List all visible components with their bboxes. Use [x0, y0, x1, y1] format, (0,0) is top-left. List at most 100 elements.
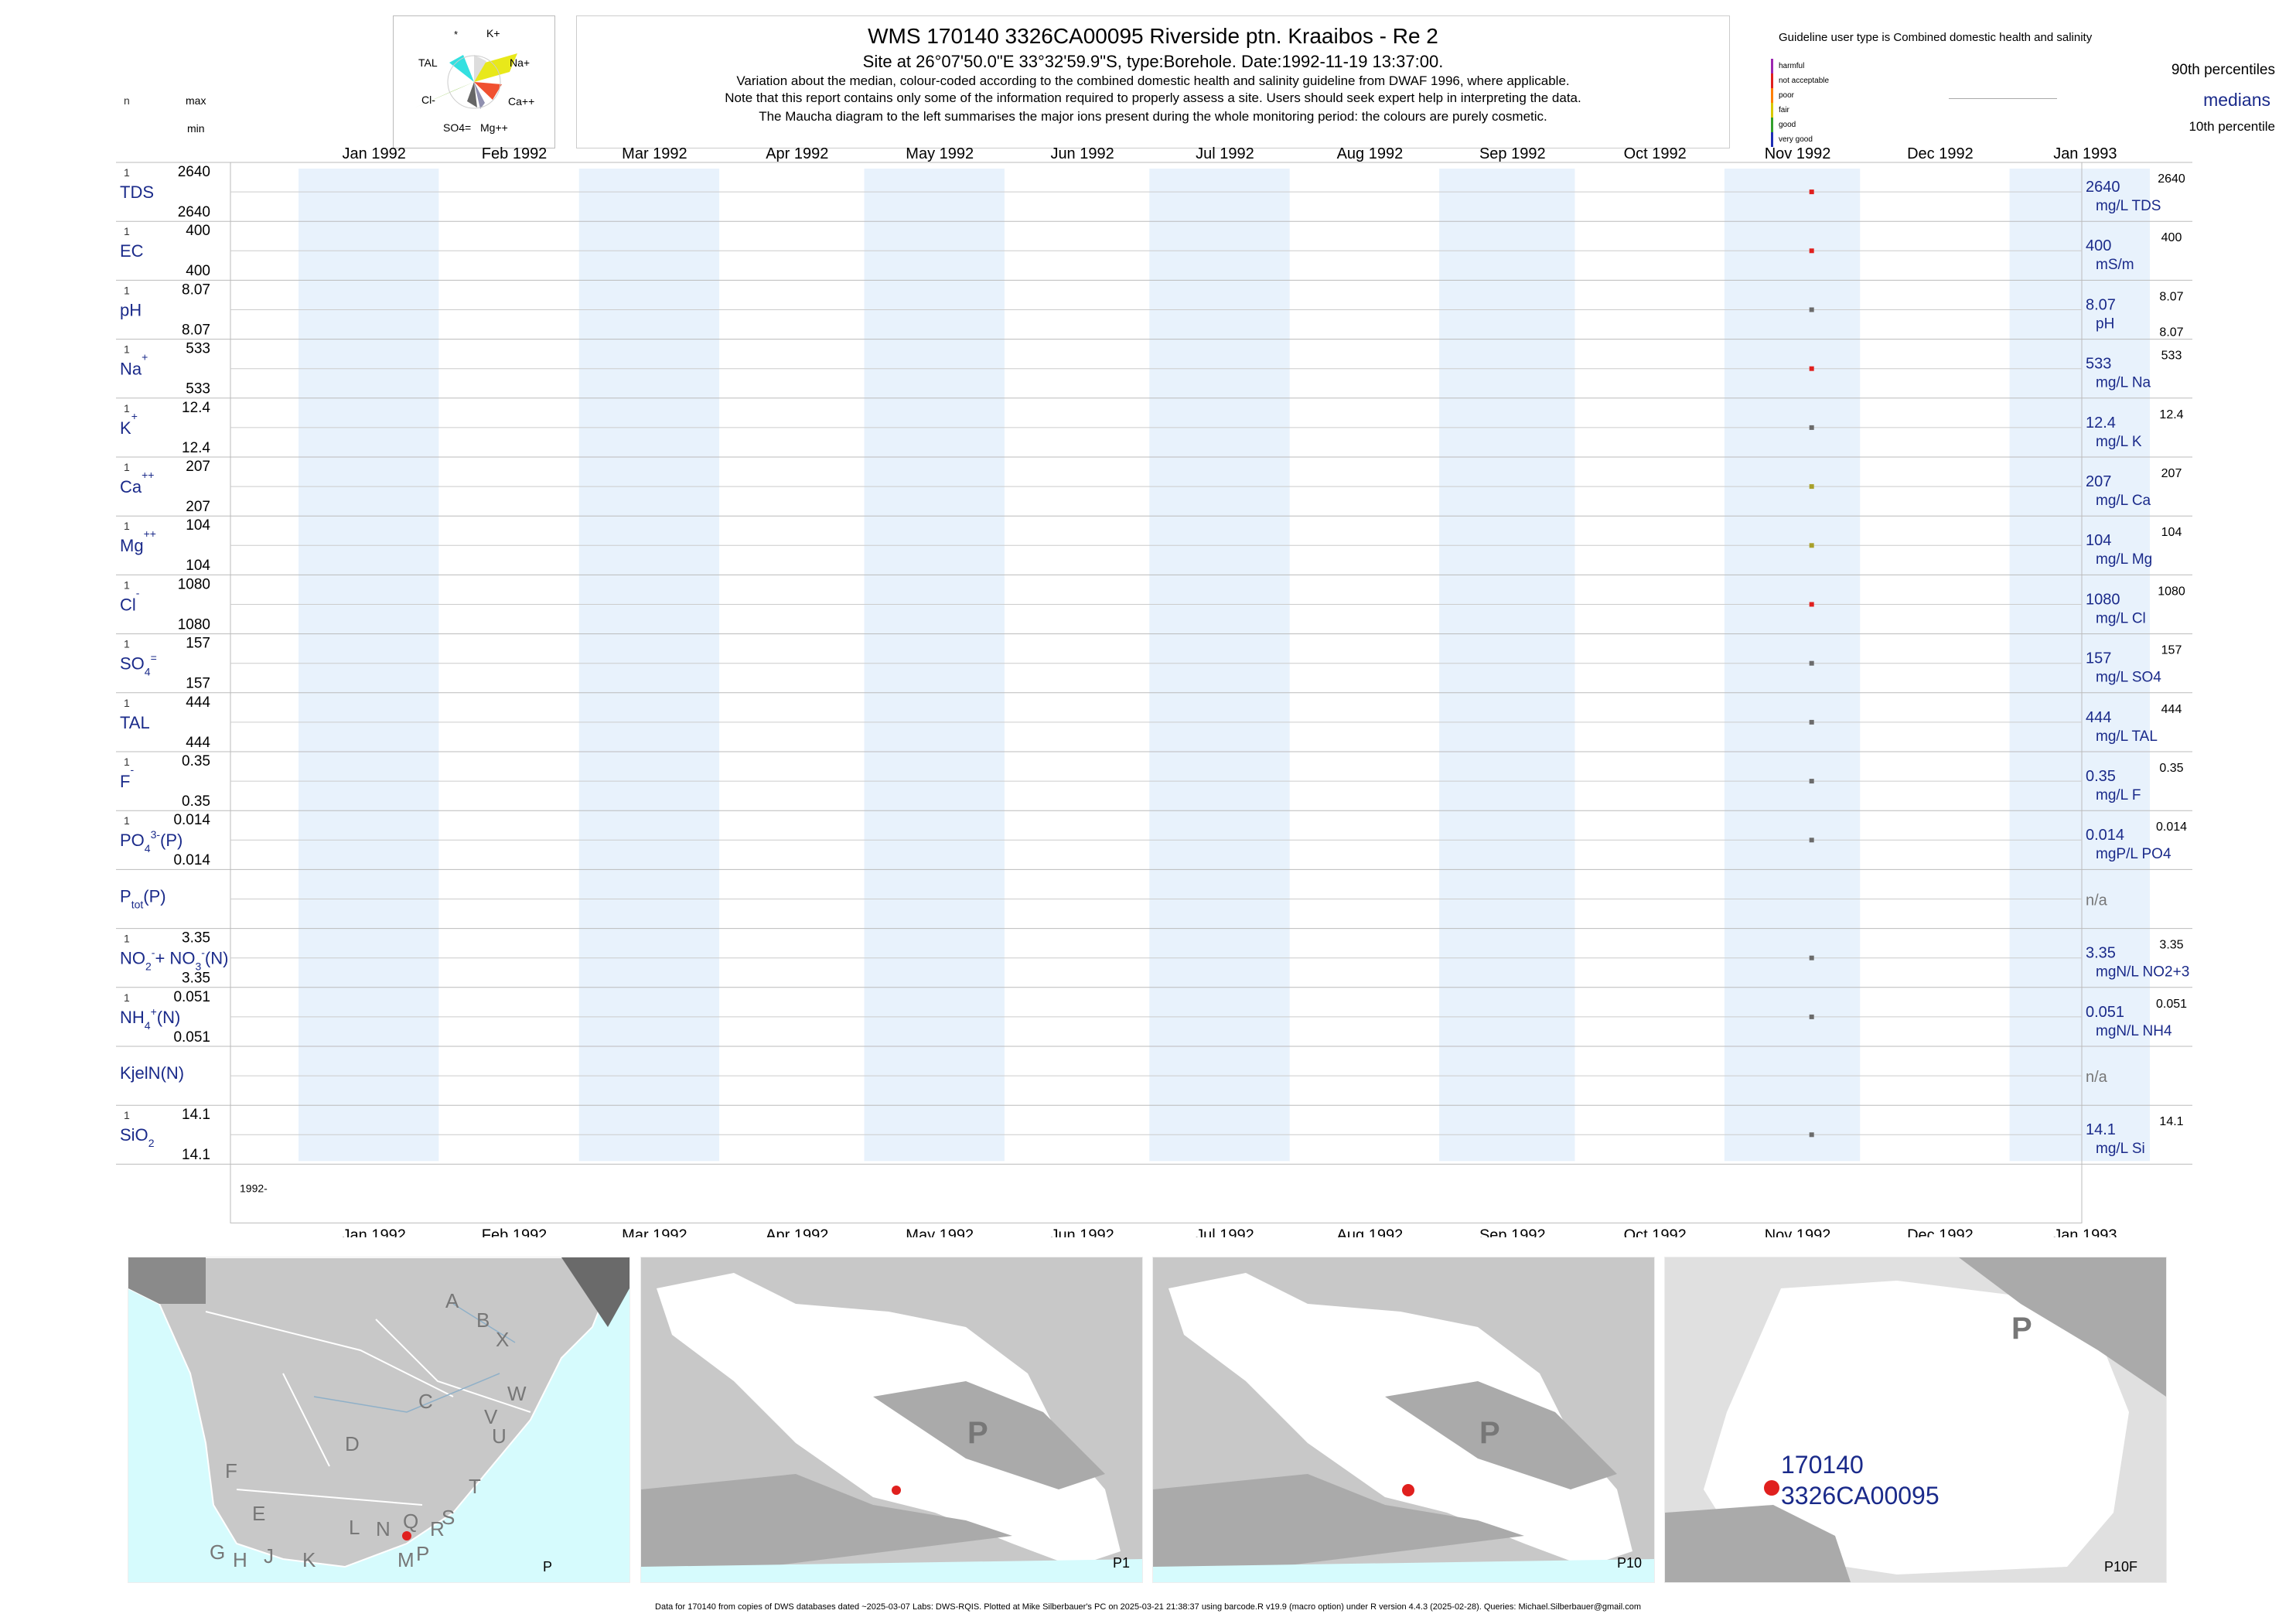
legend-class-label: poor [1779, 91, 1795, 100]
map4-letter: P [2011, 1312, 2032, 1346]
month-band [578, 169, 720, 1162]
row-parameter-label: NO2-+ NO3-(N) [120, 947, 228, 973]
month-tick-top: Feb 1992 [482, 145, 548, 162]
chart-plot: Jan 1992 Jan 1992 Feb 1992 Feb 1992 Mar 1992… [116, 145, 2192, 1237]
param-sup: + [151, 1005, 157, 1018]
row-parameter-label: EC [120, 241, 144, 261]
month-tick-top: Mar 1992 [622, 145, 687, 162]
data-point-sio [1809, 1132, 1814, 1138]
data-point-ph [1809, 307, 1814, 312]
row-parameter-label: TDS [120, 183, 154, 202]
row-n: 1 [124, 284, 130, 296]
row-p90: 444 [2161, 703, 2182, 716]
row-n: 1 [124, 343, 130, 356]
map1-drainage-letter: V [484, 1405, 498, 1428]
data-point-cl [1809, 602, 1814, 607]
data-point-nh [1809, 1014, 1814, 1019]
month-band [2009, 169, 2151, 1162]
param-name: P [120, 886, 131, 906]
year-label: 1992- [240, 1182, 268, 1194]
param-sup: - [152, 947, 155, 959]
param-name: SO [120, 654, 145, 674]
row-min: 1080 [178, 616, 210, 633]
data-point-ec [1809, 248, 1814, 254]
row-unit: mS/m [2096, 257, 2134, 273]
month-tick-bottom: Jul 1992 [1196, 1227, 1254, 1237]
map1-drainage-letter: S [442, 1506, 455, 1529]
month-band [864, 169, 1005, 1162]
map-p10f: P 170140 3326CA00095 P10F [1664, 1257, 2167, 1583]
map1-drainage-letter: K [302, 1548, 316, 1571]
map1-drainage-letter: R [430, 1517, 445, 1540]
month-tick-top: Jan 1992 [343, 145, 406, 162]
legend-class-bar-good [1771, 118, 1773, 132]
row-p90: 0.051 [2156, 998, 2187, 1011]
row-p90: 207 [2161, 467, 2182, 480]
row-n: 1 [124, 991, 130, 1004]
map1-drainage-letter: T [469, 1475, 481, 1498]
map1-svg [128, 1257, 629, 1582]
param-name: NO [120, 949, 145, 968]
month-tick-bottom: Jan 1993 [2053, 1227, 2117, 1237]
row-unit: mg/L TDS [2096, 198, 2161, 214]
col-header-n: n [124, 94, 130, 107]
map4-caption: P10F [2104, 1559, 2138, 1575]
month-tick-top: Dec 1992 [1907, 145, 1974, 162]
row-p90: 3.35 [2159, 939, 2183, 952]
note-line-3: The Maucha diagram to the left summarise… [759, 109, 1547, 124]
row-median: 2640 [2086, 179, 2120, 196]
row-p90: 12.4 [2159, 408, 2183, 421]
legend-class-label: very good [1779, 135, 1813, 144]
map1-drainage-letter: J [264, 1544, 274, 1568]
month-tick-top: May 1992 [906, 145, 974, 162]
row-p90: 8.07 [2159, 290, 2183, 303]
param-name: F [120, 772, 130, 791]
row-min: 14.1 [182, 1147, 210, 1163]
row-unit: mg/L F [2096, 787, 2141, 803]
month-band [1149, 169, 1290, 1162]
legend-median-line [1949, 98, 2057, 99]
month-tick-bottom: Nov 1992 [1765, 1227, 1831, 1237]
row-p90: 0.35 [2159, 762, 2183, 775]
param-name: PO [120, 831, 145, 850]
row-min: 12.4 [182, 440, 210, 456]
month-band [1439, 169, 1575, 1162]
maucha-circle [447, 55, 501, 109]
row-p90: 104 [2161, 526, 2182, 539]
param-suffix: + NO [155, 949, 195, 968]
legend-class-label: good [1779, 121, 1796, 129]
map1-drainage-letter: D [345, 1432, 360, 1455]
param-sub: 4 [145, 1019, 151, 1032]
row-parameter-label: TAL [120, 713, 150, 732]
row-min: 0.35 [182, 793, 210, 810]
month-tick-bottom: Jan 1992 [343, 1227, 406, 1237]
site-subtitle: Site at 26°07'50.0"E 33°32'59.9"S, type:… [862, 52, 1444, 71]
row-parameter-label: PO43-(P) [120, 828, 183, 855]
map1-drainage-letter: G [210, 1540, 226, 1564]
row-median: 3.35 [2086, 945, 2116, 962]
legend-class-bar-harmful [1771, 59, 1773, 73]
legend-class-bar-poor [1771, 88, 1773, 103]
data-point-po [1809, 838, 1814, 843]
row-p90: 400 [2161, 231, 2182, 244]
maucha-diagram: * K+ TAL Na+ Cl- Ca++ SO4= Mg++ [393, 15, 555, 148]
month-tick-top: Sep 1992 [1479, 145, 1546, 162]
row-median: 0.014 [2086, 827, 2124, 844]
row-p90: 0.014 [2156, 821, 2187, 834]
row-n: 1 [124, 814, 130, 827]
map1-drainage-letter: B [476, 1308, 490, 1332]
param-name: Mg [120, 536, 144, 555]
maucha-label-star: * [454, 29, 459, 40]
map1-drainage-letter: H [233, 1548, 247, 1571]
row-max: 533 [186, 341, 210, 357]
row-median: 157 [2086, 650, 2111, 667]
data-point-f [1809, 779, 1814, 784]
row-max: 0.051 [173, 989, 210, 1005]
param-name: EC [120, 241, 144, 261]
data-point-so [1809, 660, 1814, 666]
row-unit: mg/L Na [2096, 375, 2151, 391]
row-parameter-label: F- [120, 763, 134, 791]
map1-drainage-letter: C [418, 1390, 433, 1413]
row-min: 157 [186, 676, 210, 692]
